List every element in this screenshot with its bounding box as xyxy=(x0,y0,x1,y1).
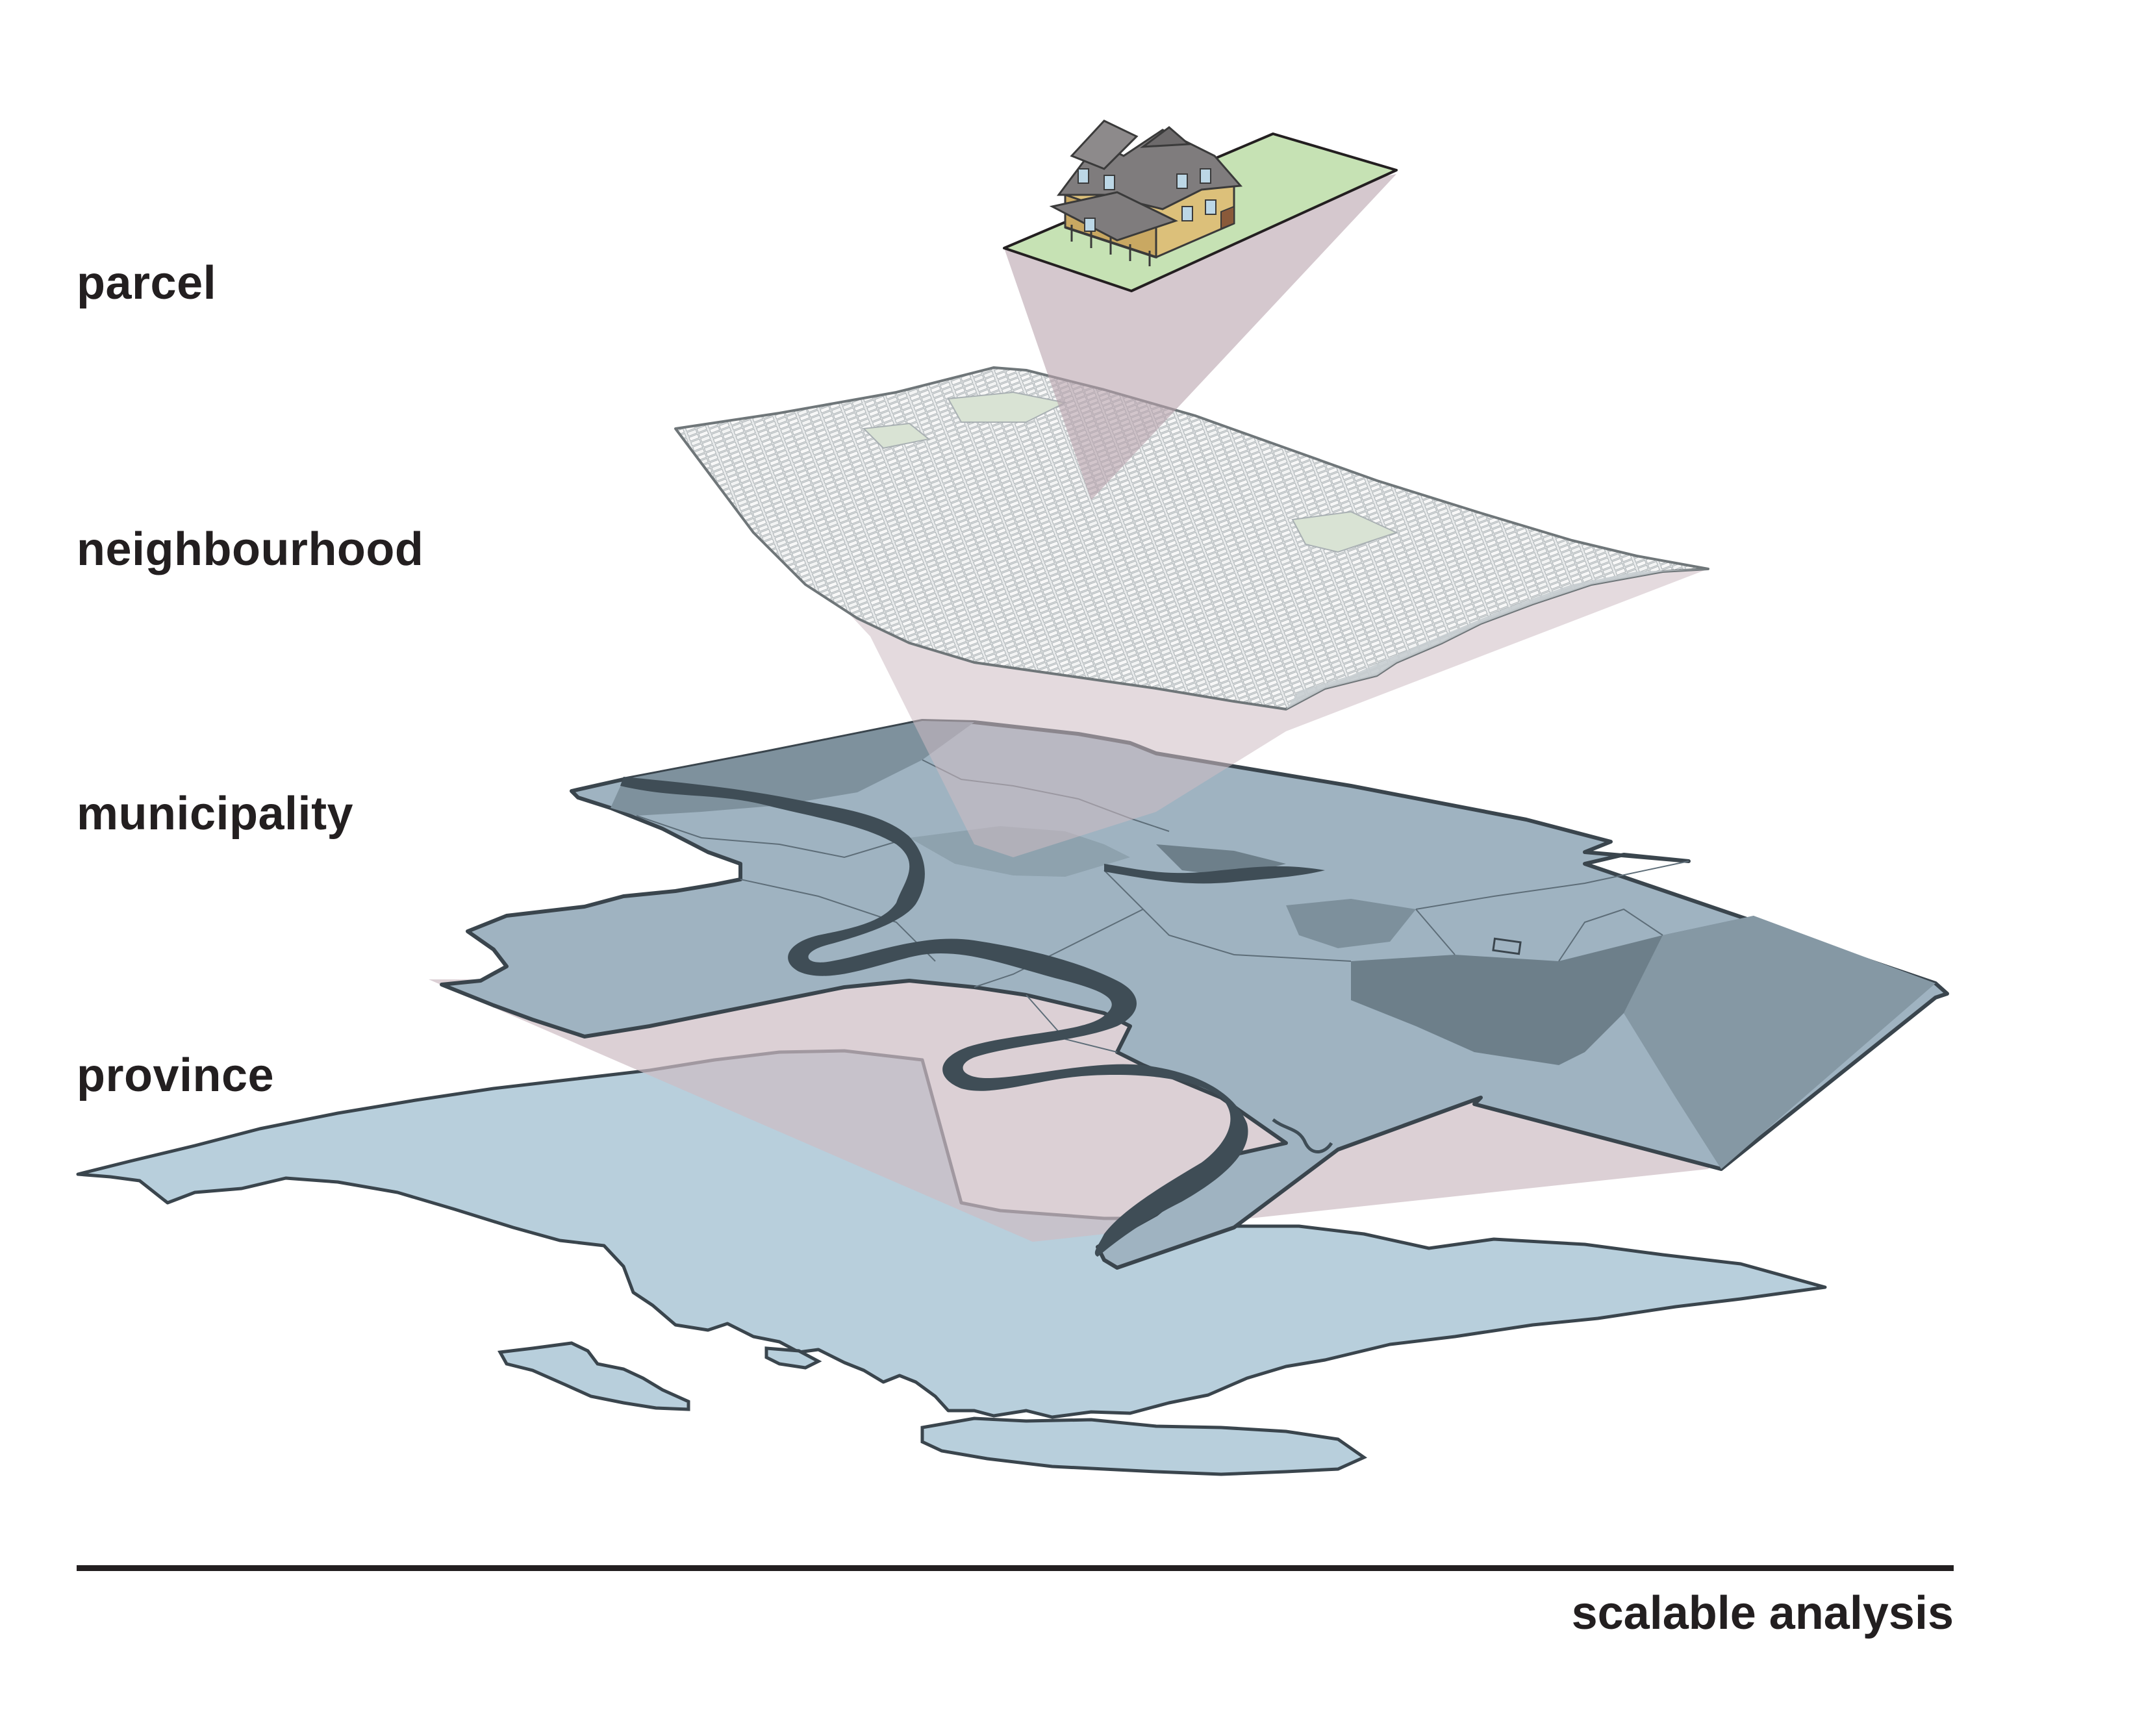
neighbourhood-base xyxy=(674,366,1709,711)
scale-axis-rule xyxy=(77,1565,1954,1571)
neighbourhood-park-north xyxy=(947,391,1068,423)
layer-label-parcel: parcel xyxy=(77,257,217,309)
municipality-river-branch xyxy=(1104,864,1325,884)
province-layer xyxy=(76,1049,1827,1476)
layer-label-province: province xyxy=(77,1050,275,1101)
neighbourhood-park-east xyxy=(1291,510,1398,553)
neighbourhood-park-west xyxy=(862,422,931,449)
neighbourhood-layer xyxy=(674,366,1709,711)
municipality-river xyxy=(620,777,1248,1257)
parcel-layer xyxy=(1003,120,1398,292)
municipality-creek xyxy=(1272,1118,1333,1153)
layer-label-municipality: municipality xyxy=(77,788,354,840)
province-island-south xyxy=(920,1416,1368,1476)
province-island-small xyxy=(764,1346,822,1370)
house-icon xyxy=(1049,120,1243,266)
municipality-small-block xyxy=(1492,937,1522,955)
scale-axis-caption: scalable analysis xyxy=(1571,1587,1954,1639)
layer-label-neighbourhood: neighbourhood xyxy=(77,523,424,575)
municipality-district-east-pocket xyxy=(1286,899,1416,948)
province-island-west xyxy=(498,1341,690,1411)
municipality-district-far-east xyxy=(1624,916,1936,1169)
